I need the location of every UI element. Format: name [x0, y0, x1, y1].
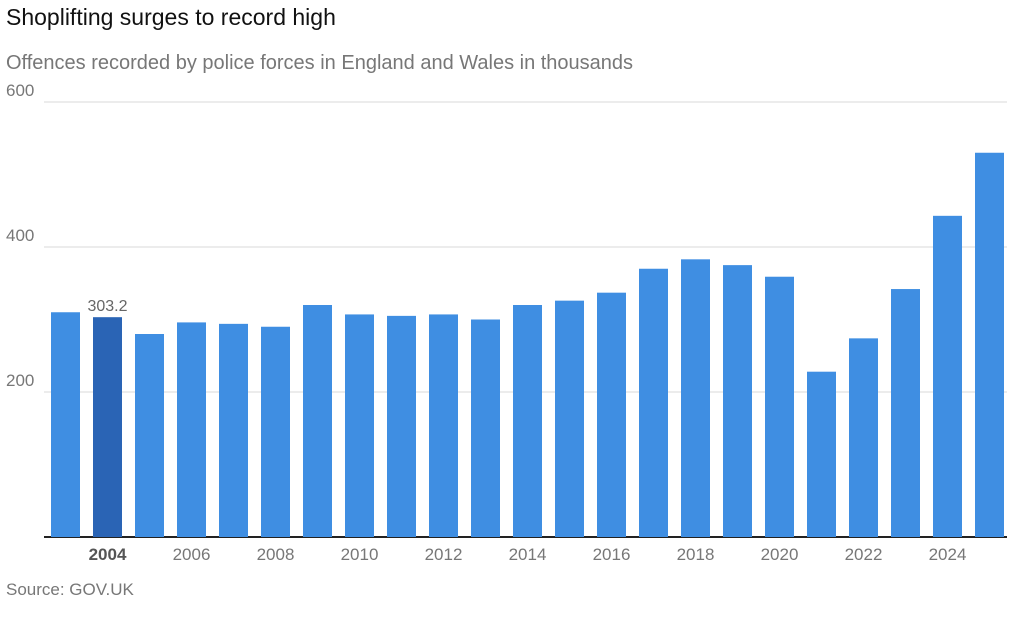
- bar: [471, 319, 500, 537]
- bar: [51, 312, 80, 537]
- x-tick-label: 2012: [425, 545, 463, 564]
- x-tick-label: 2014: [509, 545, 547, 564]
- x-tick-label: 2018: [677, 545, 715, 564]
- x-tick-label: 2020: [761, 545, 799, 564]
- chart-title: Shoplifting surges to record high: [6, 4, 336, 30]
- bar: [345, 314, 374, 537]
- x-tick-label: 2016: [593, 545, 631, 564]
- bar: [807, 371, 836, 537]
- x-tick-label: 2010: [341, 545, 379, 564]
- x-tick-label: 2004: [89, 545, 127, 564]
- bar: [387, 315, 416, 537]
- bar: [933, 215, 962, 537]
- x-tick-label: 2024: [929, 545, 967, 564]
- x-tick-label: 2022: [845, 545, 883, 564]
- bar-layer: [51, 152, 1004, 537]
- bar: [219, 323, 248, 537]
- bar: [555, 300, 584, 537]
- chart-source: Source: GOV.UK: [6, 580, 134, 599]
- bar: [681, 259, 710, 537]
- bar: [177, 322, 206, 537]
- data-label: 303.2: [87, 298, 127, 315]
- chart-subtitle: Offences recorded by police forces in En…: [6, 52, 634, 74]
- bar: [849, 338, 878, 537]
- bar: [303, 305, 332, 537]
- bar: [513, 305, 542, 537]
- bar: [429, 314, 458, 537]
- label-layer: 200 400 600 303.2 2004 2006 2008 2010 2012 2014 20…: [6, 81, 966, 564]
- y-tick-label: 200: [6, 371, 34, 390]
- bar: [93, 317, 122, 537]
- bar: [261, 326, 290, 537]
- y-tick-label: 600: [6, 81, 34, 100]
- bar: [891, 289, 920, 537]
- x-tick-label: 2008: [257, 545, 295, 564]
- x-tick-label: 2006: [173, 545, 211, 564]
- bar: [135, 334, 164, 537]
- bar: [639, 268, 668, 537]
- y-tick-label: 400: [6, 226, 34, 245]
- bar: [723, 265, 752, 537]
- bar: [975, 152, 1004, 537]
- bar: [765, 276, 794, 537]
- bar: [597, 292, 626, 537]
